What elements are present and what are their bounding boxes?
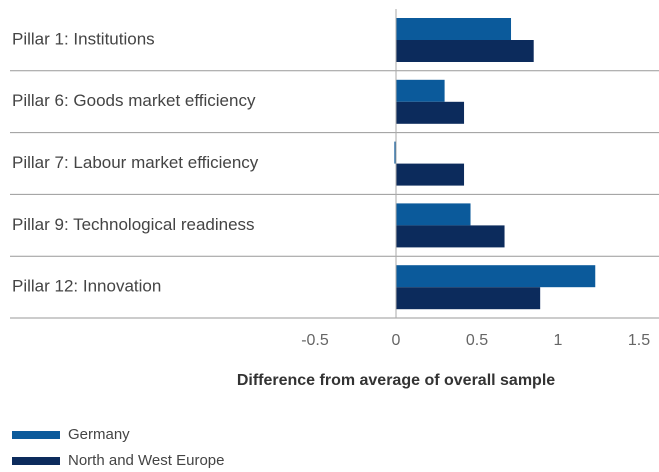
category-label: Pillar 12: Innovation <box>12 277 161 296</box>
x-tick-label: 0.5 <box>466 332 488 349</box>
bar <box>396 287 541 310</box>
bar <box>396 79 445 102</box>
x-tick-label: -0.5 <box>301 332 329 349</box>
bar <box>396 203 471 226</box>
bar <box>396 163 465 186</box>
category-label: Pillar 9: Technological readiness <box>12 215 255 234</box>
legend-label: North and West Europe <box>68 452 224 469</box>
bar <box>396 101 465 124</box>
bar <box>394 141 396 164</box>
legend-swatch <box>12 431 60 439</box>
x-tick-label: 0 <box>392 332 401 349</box>
category-label: Pillar 7: Labour market efficiency <box>12 153 259 172</box>
x-axis-title: Difference from average of overall sampl… <box>237 372 555 389</box>
bar <box>396 265 596 288</box>
x-tick-label: 1.5 <box>628 332 650 349</box>
legend-swatch <box>12 457 60 465</box>
category-label: Pillar 6: Goods market efficiency <box>12 91 256 110</box>
x-tick-label: 1 <box>554 332 563 349</box>
legend-label: Germany <box>68 426 130 443</box>
bar <box>396 40 534 62</box>
bar <box>396 18 512 40</box>
category-label: Pillar 1: Institutions <box>12 29 155 48</box>
bar <box>396 225 505 248</box>
